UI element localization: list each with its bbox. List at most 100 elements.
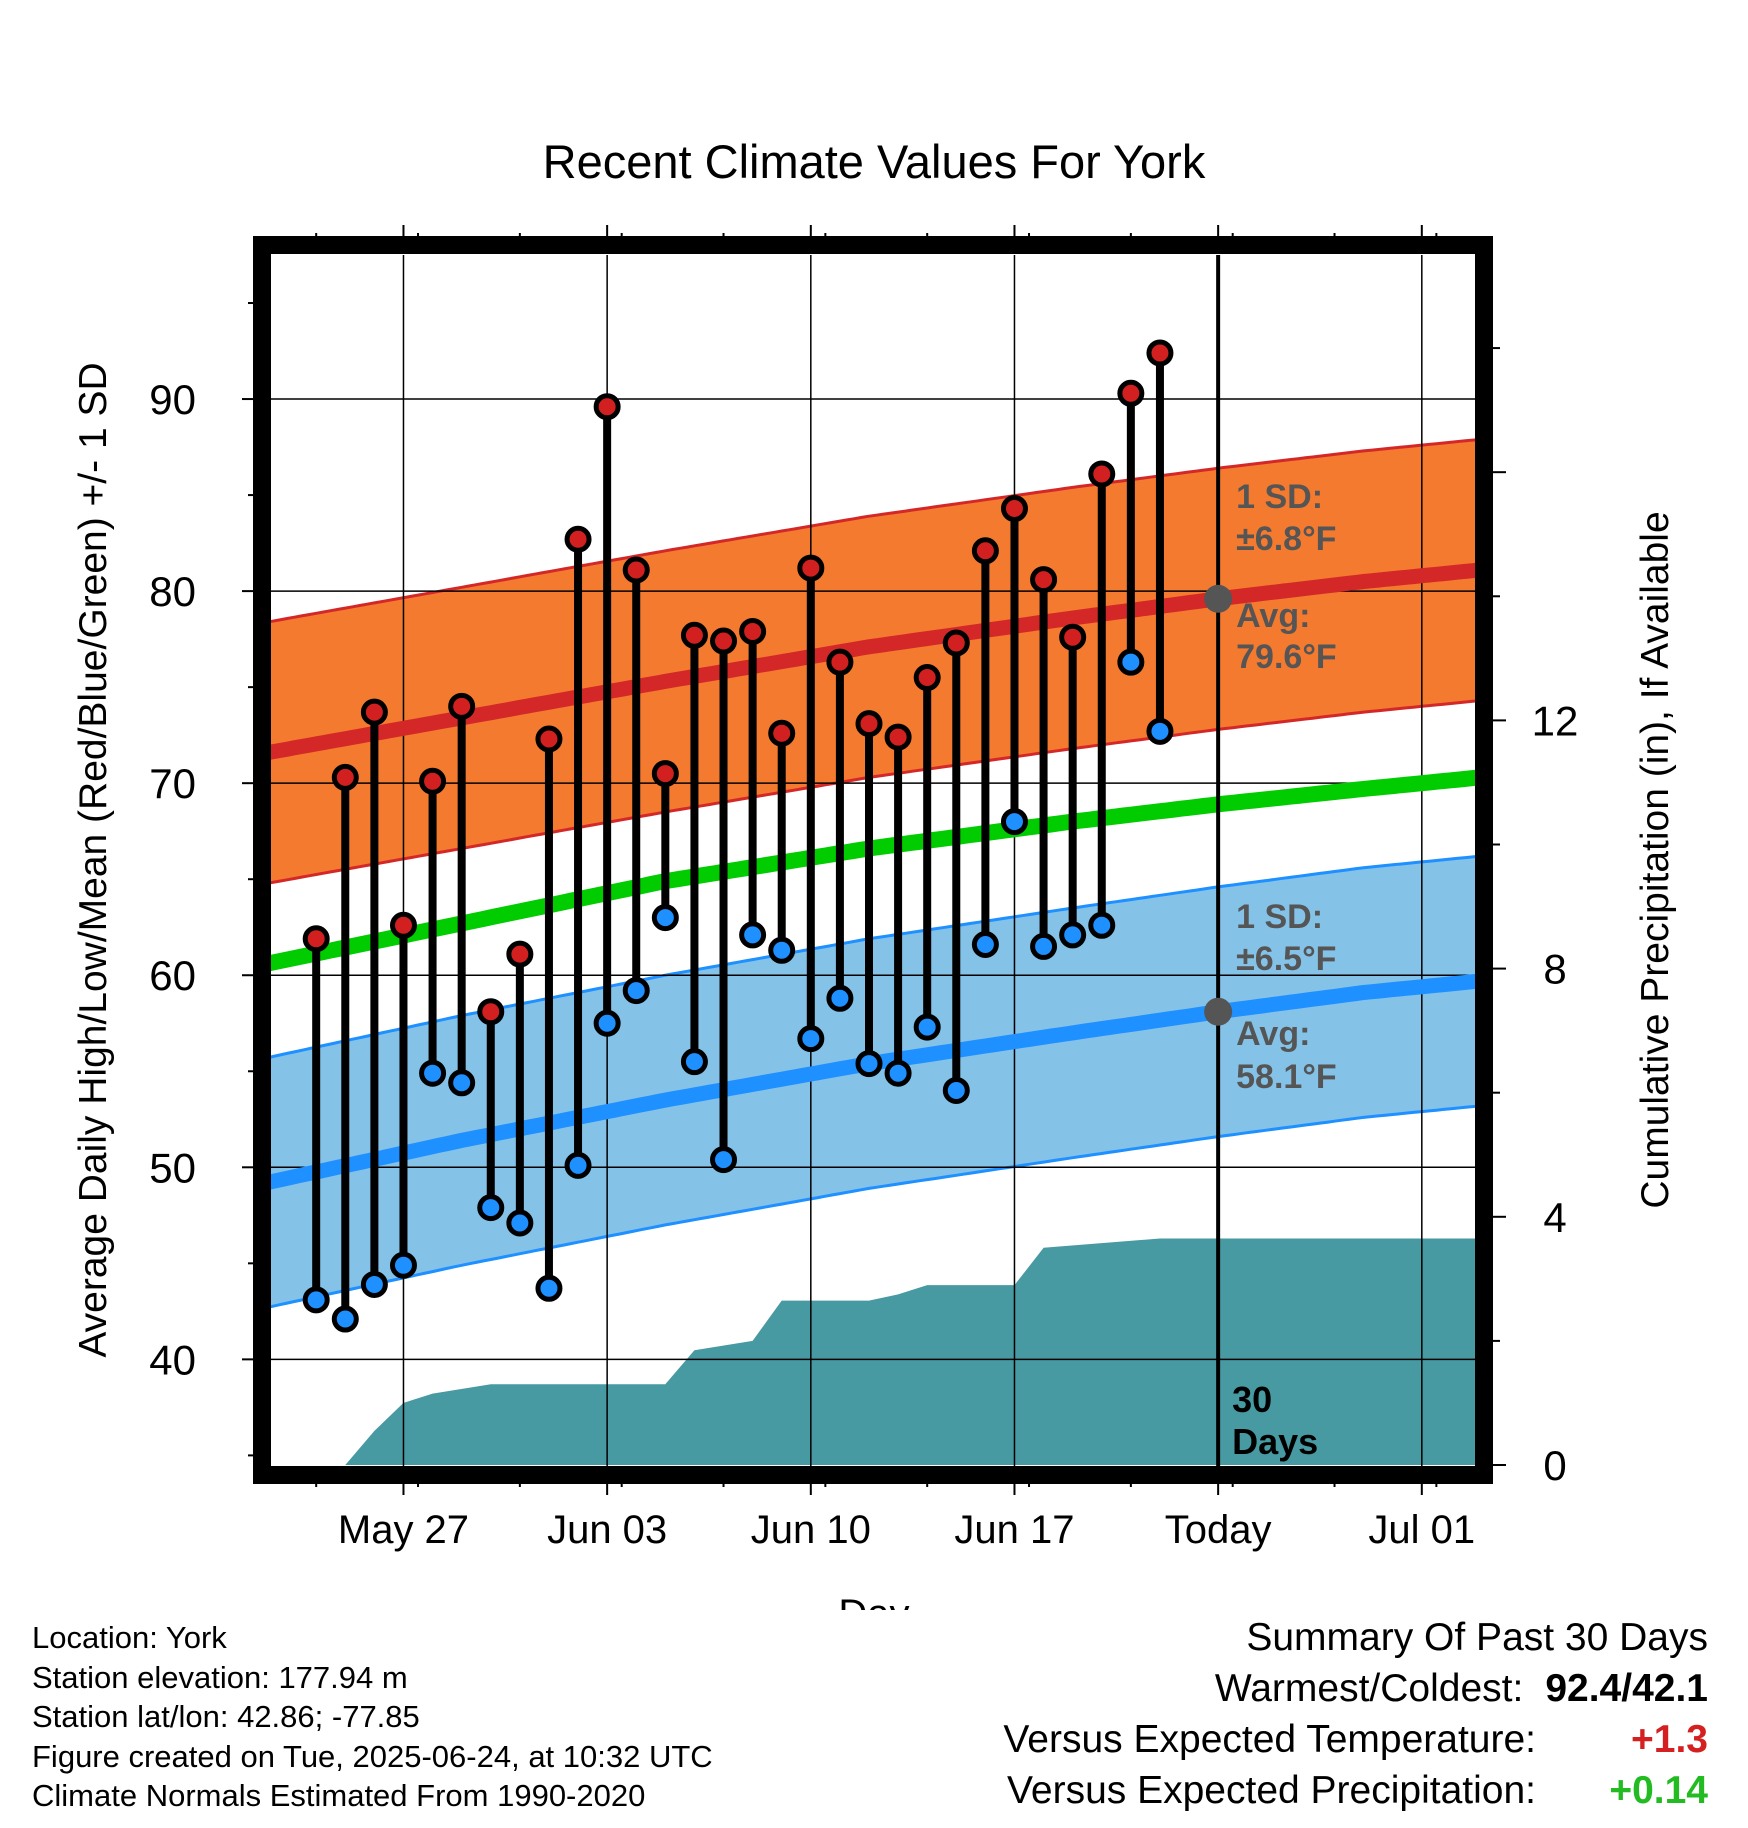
x-tick-label: Jun 03 [547,1508,667,1552]
daily-low-point [1000,808,1028,836]
precip-area [268,1238,1478,1465]
high-sd-upper-edge [268,438,1478,624]
daily-low-point [331,1305,359,1333]
window-label-number: 30 [1232,1379,1272,1420]
daily-low-point [913,1013,941,1041]
x-tick-label: Jun 10 [751,1508,871,1552]
high-sd-band [268,439,1478,884]
daily-low-point [419,1059,447,1087]
daily-high-point [389,911,417,939]
daily-low-point [360,1270,388,1298]
y2-tick-label: 8 [1543,946,1566,993]
daily-low-point [448,1069,476,1097]
daily-high-point [593,393,621,421]
daily-low-point [971,931,999,959]
daily-low-point [1059,921,1087,949]
daily-low-point [680,1048,708,1076]
daily-high-point [913,664,941,692]
daily-high-point [1117,379,1145,407]
daily-low-point [1030,932,1058,960]
y2-tick-label: 0 [1543,1442,1566,1489]
daily-low-point [826,984,854,1012]
y2-tick-label: 4 [1543,1194,1566,1241]
daily-high-point [942,629,970,657]
normals-text: Climate Normals Estimated From 1990-2020 [32,1778,646,1813]
daily-high-point [1030,566,1058,594]
warmest-coldest-label: Warmest/Coldest: [1214,1667,1524,1710]
daily-high-point [971,537,999,565]
daily-high-point [710,627,738,655]
latlon-text: Station lat/lon: 42.86; -77.85 [32,1699,420,1734]
daily-high-point [331,763,359,791]
low-sd-value: ±6.5°F [1236,940,1336,978]
daily-high-point [419,767,447,795]
daily-high-point [360,698,388,726]
daily-high-point [506,940,534,968]
high-sd-label: 1 SD: [1236,478,1323,516]
y2-axis-label: Cumulative Precipitation (in), If Availa… [1634,511,1677,1208]
daily-low-point [564,1151,592,1179]
station-info: Location: York Station elevation: 177.94… [32,1618,713,1816]
daily-high-point [680,621,708,649]
daily-high-point [302,925,330,953]
y-tick-label: 40 [149,1336,196,1383]
daily-low-point [768,936,796,964]
daily-high-point [797,554,825,582]
precip-departure-value: +0.14 [1609,1769,1708,1812]
daily-low-point [477,1194,505,1222]
daily-high-point [1000,495,1028,523]
low-avg-label: Avg: [1236,1015,1310,1053]
low-avg-value: 58.1°F [1236,1058,1337,1096]
daily-low-point [942,1076,970,1104]
warmest-coldest-value: 92.4/42.1 [1545,1667,1708,1710]
high-avg-value: 79.6°F [1236,638,1337,676]
low-sd-band [268,856,1478,1308]
daily-high-point [535,725,563,753]
chart-labels: Recent Climate Values For York Day Avera… [72,135,1677,1610]
x-tick-label: Jul 01 [1368,1508,1475,1552]
warmest-coldest-row: Warmest/Coldest: 92.4/42.1 [1003,1663,1708,1714]
daily-low-point [855,1050,883,1078]
chart-title: Recent Climate Values For York [543,135,1206,188]
daily-low-point [389,1251,417,1279]
x-tick-label: Jun 17 [954,1508,1074,1552]
daily-high-point [448,692,476,720]
daily-low-point [593,1009,621,1037]
x-axis-label: Day [838,1592,909,1610]
daily-low-point [302,1286,330,1314]
y-axis-label: Average Daily High/Low/Mean (Red/Blue/Gr… [72,362,115,1357]
x-tick-label: Today [1165,1508,1272,1552]
daily-high-point [651,760,679,788]
high-avg-today-marker [1204,584,1233,613]
summary-panel: Summary Of Past 30 Days Warmest/Coldest:… [1003,1612,1708,1816]
daily-low-point [1117,648,1145,676]
daily-high-point [477,998,505,1026]
y2-tick-label: 12 [1532,697,1579,744]
y-tick-label: 70 [149,760,196,807]
daily-low-point [1088,911,1116,939]
low-avg-today-marker [1204,997,1233,1026]
precip-departure-row: Versus Expected Precipitation: +0.14 [1003,1765,1708,1816]
daily-low-point [797,1025,825,1053]
daily-high-point [855,710,883,738]
daily-low-point [506,1209,534,1237]
temp-departure-value: +1.3 [1631,1718,1708,1761]
daily-high-point [884,723,912,751]
temp-departure-row: Versus Expected Temperature: +1.3 [1003,1714,1708,1765]
high-sd-value: ±6.8°F [1236,520,1336,558]
daily-high-point [1088,460,1116,488]
y-tick-label: 80 [149,568,196,615]
daily-high-point [826,648,854,676]
y-tick-label: 90 [149,376,196,423]
daily-low-point [1146,717,1174,745]
daily-high-point [622,556,650,584]
daily-high-point [564,525,592,553]
summary-title: Summary Of Past 30 Days [1246,1616,1708,1659]
y-tick-label: 60 [149,952,196,999]
daily-low-point [535,1274,563,1302]
high-avg-label: Avg: [1236,597,1310,635]
plot-frame [253,236,1493,1484]
daily-high-point [768,719,796,747]
